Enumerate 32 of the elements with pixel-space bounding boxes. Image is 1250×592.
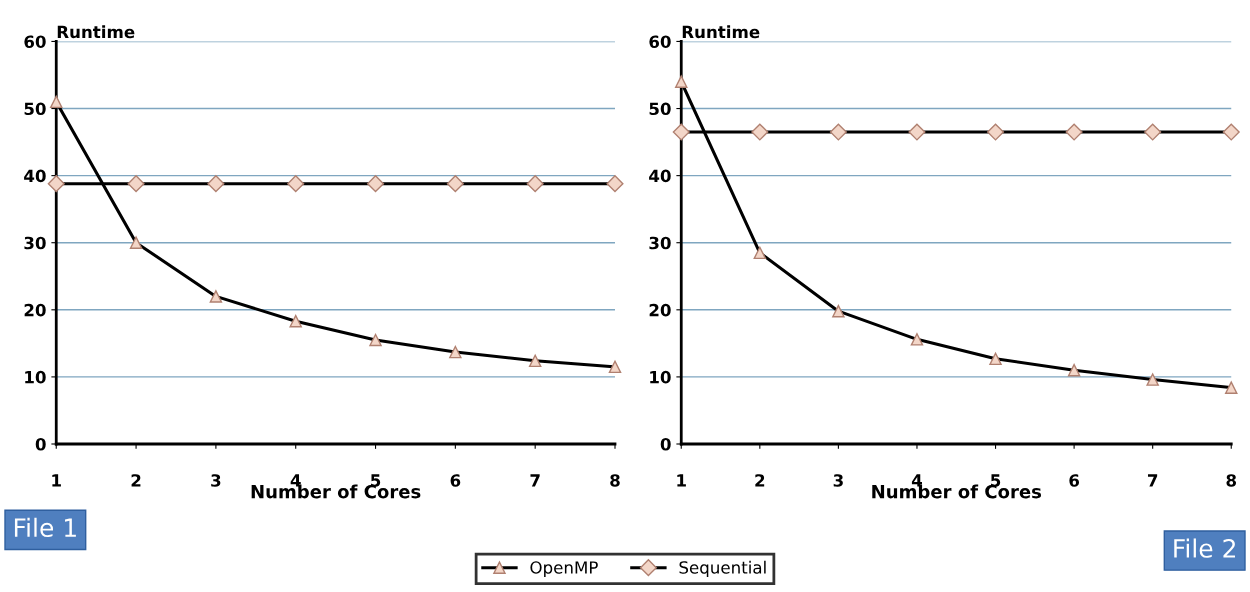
x-tick-label: 6 <box>1069 474 1080 487</box>
y-tick-label: 60 <box>24 35 46 49</box>
x-tick-label: 1 <box>677 474 686 487</box>
y-tick-label: 50 <box>649 102 671 116</box>
y-tick-label: 40 <box>24 169 46 183</box>
y-tick-label: 40 <box>649 169 671 183</box>
y-tick-label: 20 <box>649 303 671 317</box>
x-tick-label: 7 <box>1147 474 1158 487</box>
x-tick-label: 6 <box>450 474 461 487</box>
y-tick-label: 60 <box>649 35 671 49</box>
x-tick-label: 2 <box>755 474 765 487</box>
y-tick-label: 0 <box>660 437 671 451</box>
y-tick-label: 0 <box>35 437 46 451</box>
y-axis-title: Runtime <box>682 25 760 39</box>
x-tick-label: 1 <box>52 474 61 487</box>
x-tick-label: 3 <box>833 474 843 487</box>
legend-label: OpenMP <box>530 561 598 577</box>
y-tick-label: 30 <box>649 236 671 250</box>
x-tick-label: 8 <box>610 474 620 487</box>
text: File 2 <box>1174 538 1235 558</box>
x-tick-label: 8 <box>1226 474 1237 487</box>
y-tick-label: 20 <box>24 303 46 317</box>
x-tick-label: 2 <box>131 474 141 487</box>
legend-label: Sequential <box>679 560 766 577</box>
x-tick-label: 3 <box>211 474 221 487</box>
y-tick-label: 30 <box>24 236 46 250</box>
text: File 1 <box>14 517 76 538</box>
y-tick-label: 50 <box>24 102 46 116</box>
y-axis-title: Runtime <box>57 25 135 39</box>
y-tick-label: 10 <box>25 370 46 384</box>
x-tick-label: 7 <box>530 474 540 487</box>
y-tick-label: 10 <box>650 370 671 384</box>
